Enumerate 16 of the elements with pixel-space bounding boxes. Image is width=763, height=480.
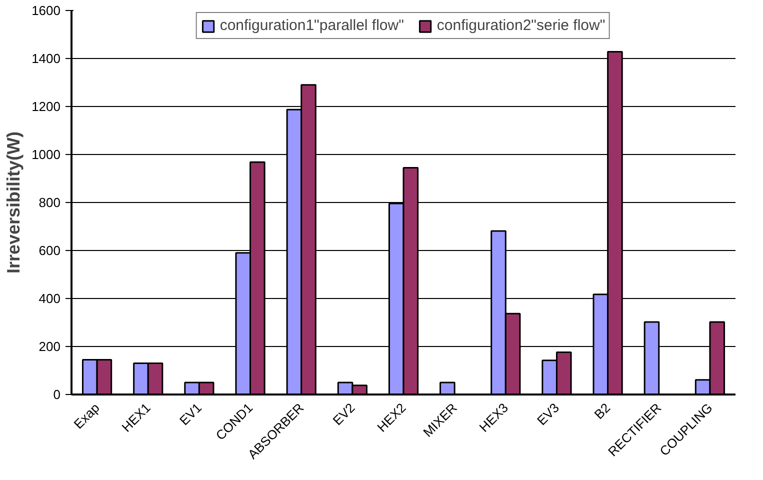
y-tick-label: 400 [38,291,61,306]
y-tick-label: 800 [38,195,61,210]
y-axis-title: Irreversibility(W) [4,131,24,274]
y-tick-label: 200 [38,339,61,354]
y-tick-label: 1000 [32,147,60,162]
y-tick-label: 600 [38,243,61,258]
y-tick-label: 1400 [32,51,60,66]
y-tick-label: 1200 [32,99,60,114]
legend-label: configuration2"serie flow" [436,17,606,34]
x-tick-label: EV2 [330,400,358,428]
legend-label: configuration1"parallel flow" [220,17,404,34]
y-tick-label: 1600 [32,3,60,18]
y-tick-label: 0 [53,387,61,402]
x-tick-label: EV1 [176,400,204,428]
x-tick-label: B2 [591,400,614,422]
x-tick-label: EV3 [534,400,562,428]
